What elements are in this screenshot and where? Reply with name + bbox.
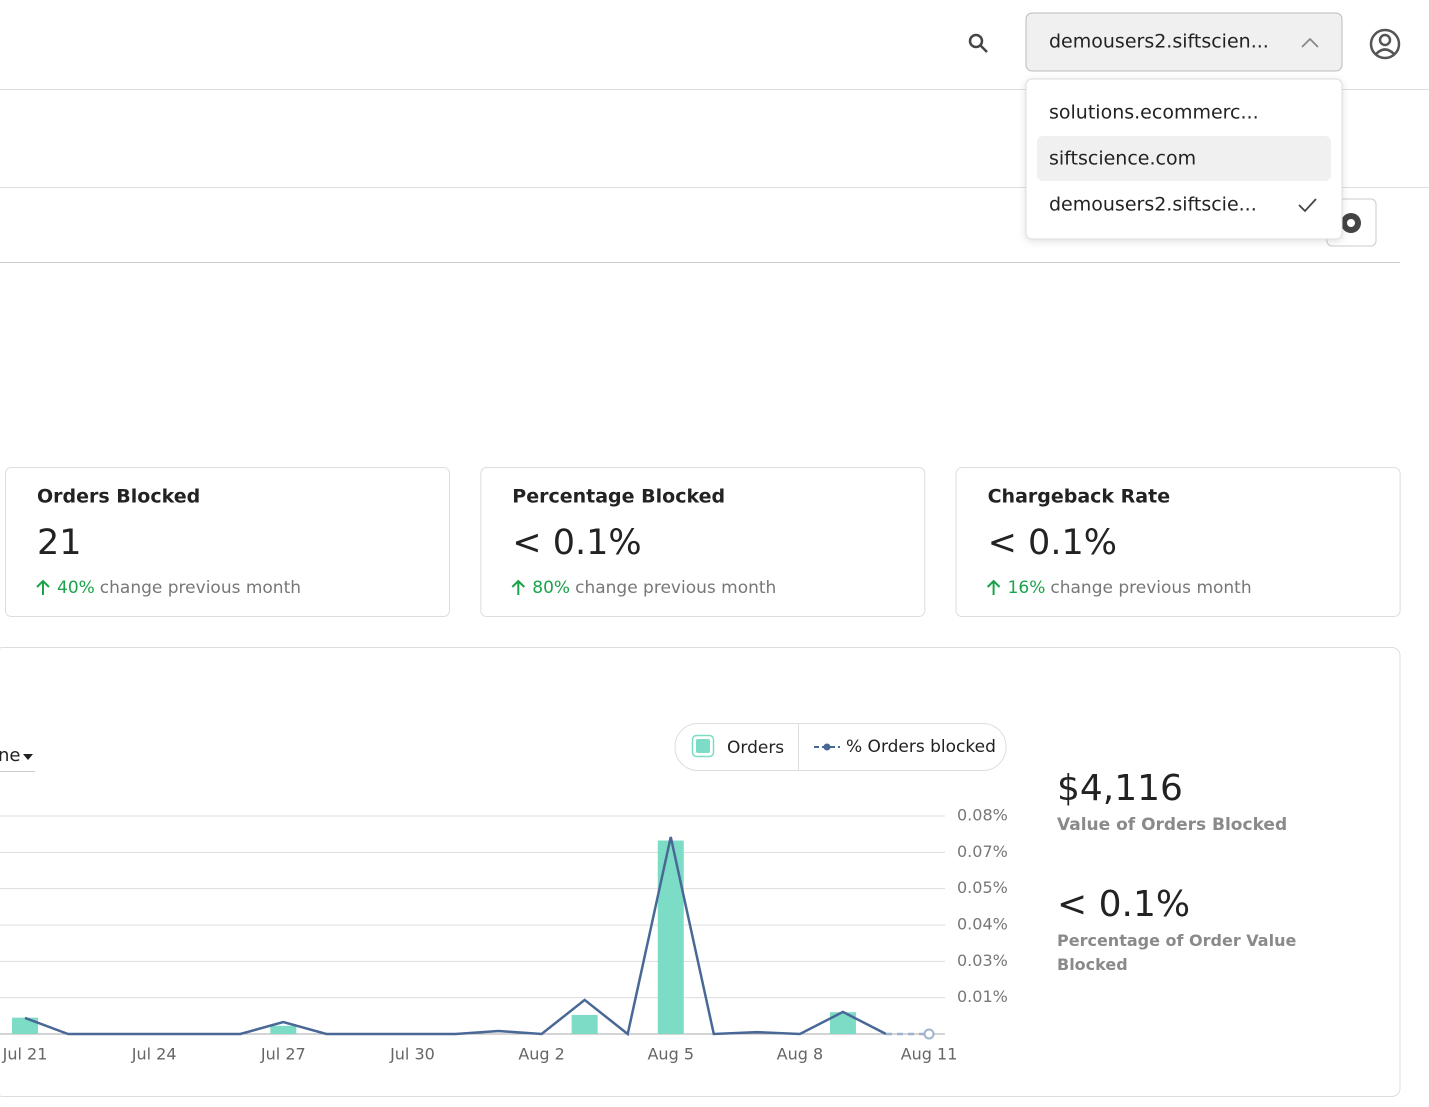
up-arrow [986,579,1001,595]
chart-panel [0,647,1401,1097]
account-select[interactable] [1025,12,1343,72]
y2-tick-label: 0.08% [957,806,1008,825]
card-value: 21 [37,523,82,563]
x-tick-label: Jul 27 [260,1045,306,1064]
menu-item[interactable]: solutions.ecommerc... [1049,102,1259,124]
card-title: Orders Blocked [37,486,200,508]
summary-value: $4,116 [1057,768,1183,809]
check-icon [1298,198,1317,213]
up-arrow [511,579,526,595]
card-title: Percentage Blocked [512,486,725,508]
y2-tick-label: 0.01% [957,987,1008,1006]
change-value: 40% [57,578,95,598]
stat-card [955,467,1401,617]
card-value: < 0.1% [512,523,641,563]
y2-tick-label: 0.03% [957,951,1008,970]
bar [12,1017,38,1034]
search-icon[interactable] [968,33,988,53]
x-tick-label: Jul 30 [389,1045,435,1064]
menu-highlight [1037,136,1331,181]
legend-label: Orders [727,738,784,758]
line [24,836,887,1037]
summary-label: Value of Orders Blocked [1057,815,1287,835]
point [923,1028,935,1040]
summary-value: < 0.1% [1057,884,1190,925]
x-tick-label: Aug 5 [647,1045,694,1064]
legend [674,723,1007,771]
change-note: change previous month [575,578,776,598]
menu-item[interactable]: demousers2.siftscie... [1049,194,1257,216]
x-tick-label: Aug 8 [777,1045,824,1064]
legend-swatch-fill [696,739,710,753]
stat-card [480,467,926,617]
x-tick-label: Aug 11 [901,1045,958,1064]
y2-tick-label: 0.05% [957,878,1008,897]
card-title: Chargeback Rate [988,486,1171,508]
menu-item[interactable]: siftscience.com [1049,148,1196,170]
stat-card [5,467,450,617]
bar [829,1012,856,1034]
up-arrow [36,579,50,595]
account-name: demousers2.siftscien... [1049,31,1269,53]
bar [657,840,684,1034]
x-tick-label: Jul 21 [2,1045,48,1064]
chevron [1301,37,1319,48]
card-value: < 0.1% [988,523,1117,563]
bar [571,1014,598,1034]
x-tick-label: Jul 24 [131,1045,177,1064]
caret [23,754,33,760]
change-value: 80% [532,578,570,598]
change-note: change previous month [100,578,301,598]
legend-label: % Orders blocked [846,737,996,757]
gear-icon [1341,213,1361,233]
change-value: 16% [1008,578,1046,598]
y2-tick-label: 0.04% [957,915,1008,934]
bar [270,1025,297,1034]
user-icon[interactable] [1369,28,1401,60]
y2-tick-label: 0.07% [957,842,1008,861]
change-note: change previous month [1050,578,1251,598]
legend-dot [823,743,831,751]
filter-select[interactable]: ne [0,745,20,766]
summary-label: Percentage of Order Value Blocked [1057,931,1297,974]
x-tick-label: Aug 2 [518,1045,565,1064]
